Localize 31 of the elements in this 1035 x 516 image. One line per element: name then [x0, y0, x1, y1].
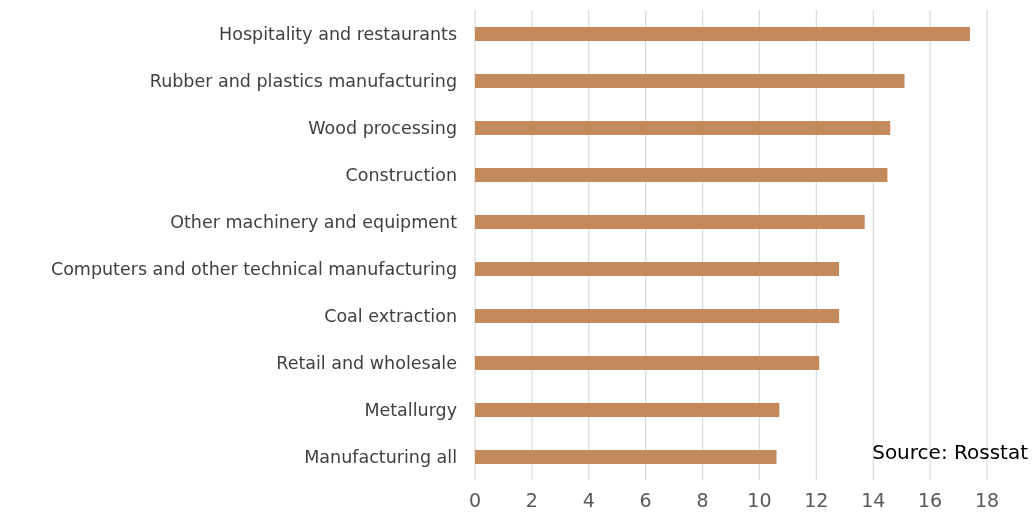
bar	[475, 121, 891, 135]
bar	[475, 450, 777, 464]
bar	[475, 168, 888, 182]
x-tick-label: 6	[639, 489, 652, 512]
y-tick-label: Construction	[345, 164, 457, 185]
x-tick-label: 10	[747, 489, 772, 512]
y-tick-label: Rubber and plastics manufacturing	[149, 70, 457, 91]
bar	[475, 215, 865, 229]
x-tick-label: 14	[861, 489, 886, 512]
y-tick-label: Computers and other technical manufacturing	[50, 258, 457, 279]
y-tick-label: Manufacturing all	[304, 446, 457, 467]
y-tick-label: Other machinery and equipment	[170, 211, 458, 232]
y-tick-label: Wood processing	[308, 117, 457, 138]
x-tick-label: 16	[918, 489, 943, 512]
x-tick-label: 8	[696, 489, 709, 512]
x-tick-label: 2	[525, 489, 538, 512]
y-tick-label: Coal extraction	[324, 305, 457, 326]
bar	[475, 27, 970, 41]
x-tick-label: 0	[468, 489, 482, 512]
x-tick-label: 12	[804, 489, 829, 512]
x-tick-label: 18	[974, 489, 1000, 512]
annotation: Source: Rosstat	[872, 440, 1028, 464]
bar	[475, 262, 840, 276]
y-tick-label: Metallurgy	[364, 399, 457, 420]
bar	[475, 403, 780, 417]
bar	[475, 74, 905, 88]
y-tick-label: Hospitality and restaurants	[219, 23, 457, 44]
y-tick-label: Retail and wholesale	[276, 352, 457, 373]
x-tick-label: 4	[582, 489, 595, 512]
bar	[475, 356, 820, 370]
bar	[475, 309, 840, 323]
